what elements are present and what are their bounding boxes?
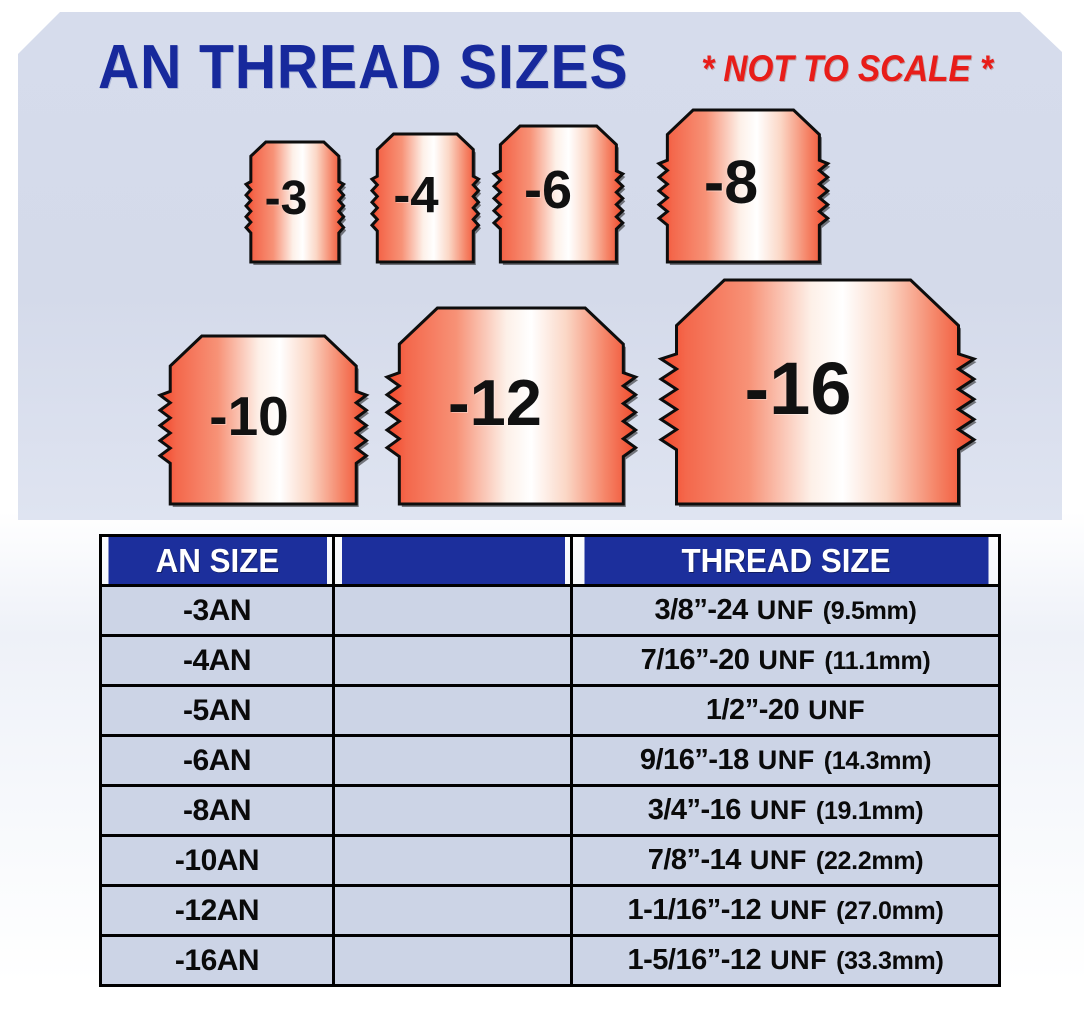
thread-metric: (22.2mm) (815, 847, 924, 875)
thread-series: UNF (808, 695, 866, 725)
cell-an-size: -5AN (99, 684, 335, 737)
thread-fraction: 1-5/16”-12 (627, 944, 762, 976)
table-row: -12AN 1-1/16”-12 UNF (27.0mm) (99, 884, 1001, 937)
table-header-row: AN SIZE THREAD SIZE (101, 534, 1000, 587)
table-row: -4AN 7/16”-20 UNF (11.1mm) (99, 634, 1001, 687)
cell-thread-size: 9/16”-18 UNF (14.3mm) (570, 734, 1001, 787)
thread-fraction: 7/8”-14 (647, 844, 742, 876)
thread-metric: (14.3mm) (823, 747, 932, 775)
cell-an-size: -4AN (99, 634, 335, 687)
cell-blank (332, 934, 573, 987)
thread-fraction: 9/16”-18 (639, 744, 749, 776)
not-to-scale-note: * NOT TO SCALE * (701, 47, 994, 89)
cell-blank (332, 684, 573, 737)
cell-thread-size: 1-5/16”-12 UNF (33.3mm) (570, 934, 1001, 987)
cell-thread-size: 3/8”-24 UNF (9.5mm) (570, 584, 1001, 637)
thread-series: UNF (749, 795, 807, 825)
thread-fraction: 3/4”-16 (647, 794, 742, 826)
fitting-minus10: -10 (156, 332, 370, 507)
thread-series: UNF (758, 645, 816, 675)
cell-thread-size: 1/2”-20 UNF (570, 684, 1001, 737)
table-body: -3AN 3/8”-24 UNF (9.5mm) -4AN 7/16”-20 UNF (11.… (99, 584, 1001, 987)
cell-thread-size: 7/8”-14 UNF (22.2mm) (570, 834, 1001, 887)
fitting-minus8: -8 (655, 106, 831, 265)
cell-an-size: -3AN (99, 584, 335, 637)
column-header-an-size: AN SIZE (104, 534, 330, 587)
cell-blank (332, 734, 573, 787)
thread-series: UNF (756, 595, 814, 625)
table-row: -5AN 1/2”-20 UNF (99, 684, 1001, 737)
fitting-minus6: -6 (490, 122, 626, 265)
table-row: -8AN 3/4”-16 UNF (19.1mm) (99, 784, 1001, 837)
thread-fraction: 1/2”-20 (705, 694, 800, 726)
table-row: -3AN 3/8”-24 UNF (9.5mm) (99, 584, 1001, 637)
fitting-minus12: -12 (383, 304, 639, 507)
thread-metric: (9.5mm) (822, 597, 917, 625)
fitting-minus3: -3 (242, 138, 347, 265)
thread-metric: (11.1mm) (824, 647, 931, 675)
table-row: -16AN 1-5/16”-12 UNF (33.3mm) (99, 934, 1001, 987)
cell-blank (332, 584, 573, 637)
cell-blank (332, 784, 573, 837)
page-title: AN THREAD SIZES (97, 33, 629, 102)
cell-an-size: -10AN (99, 834, 335, 887)
thread-metric: (27.0mm) (836, 897, 944, 925)
cell-blank (332, 884, 573, 937)
fitting-minus4: -4 (368, 130, 482, 265)
thread-series: UNF (770, 945, 828, 975)
cell-thread-size: 7/16”-20 UNF (11.1mm) (570, 634, 1001, 687)
cell-blank (332, 634, 573, 687)
thread-size-table: AN SIZE THREAD SIZE -3AN 3/8”-24 UNF (9.5mm… (99, 534, 1001, 987)
table-row: -6AN 9/16”-18 UNF (14.3mm) (99, 734, 1001, 787)
cell-an-size: -16AN (99, 934, 335, 987)
column-header-blank (338, 534, 567, 587)
cell-blank (332, 834, 573, 887)
table-row: -10AN 7/8”-14 UNF (22.2mm) (99, 834, 1001, 887)
cell-thread-size: 3/4”-16 UNF (19.1mm) (570, 784, 1001, 837)
thread-series: UNF (749, 845, 807, 875)
thread-metric: (33.3mm) (836, 947, 944, 975)
thread-fraction: 1-1/16”-12 (627, 894, 762, 926)
thread-size-table-wrap: AN SIZE THREAD SIZE -3AN 3/8”-24 UNF (9.5mm… (99, 534, 1001, 987)
column-header-thread-size: THREAD SIZE (580, 534, 991, 587)
fitting-minus16: -16 (657, 276, 978, 507)
thread-fraction: 3/8”-24 (654, 594, 749, 626)
cell-thread-size: 1-1/16”-12 UNF (27.0mm) (570, 884, 1001, 937)
header-row: AN THREAD SIZES * NOT TO SCALE * (0, 34, 1084, 102)
thread-series: UNF (757, 745, 815, 775)
cell-an-size: -6AN (99, 734, 335, 787)
thread-metric: (19.1mm) (815, 797, 924, 825)
thread-series: UNF (770, 895, 828, 925)
cell-an-size: -12AN (99, 884, 335, 937)
thread-fraction: 7/16”-20 (640, 644, 750, 676)
cell-an-size: -8AN (99, 784, 335, 837)
